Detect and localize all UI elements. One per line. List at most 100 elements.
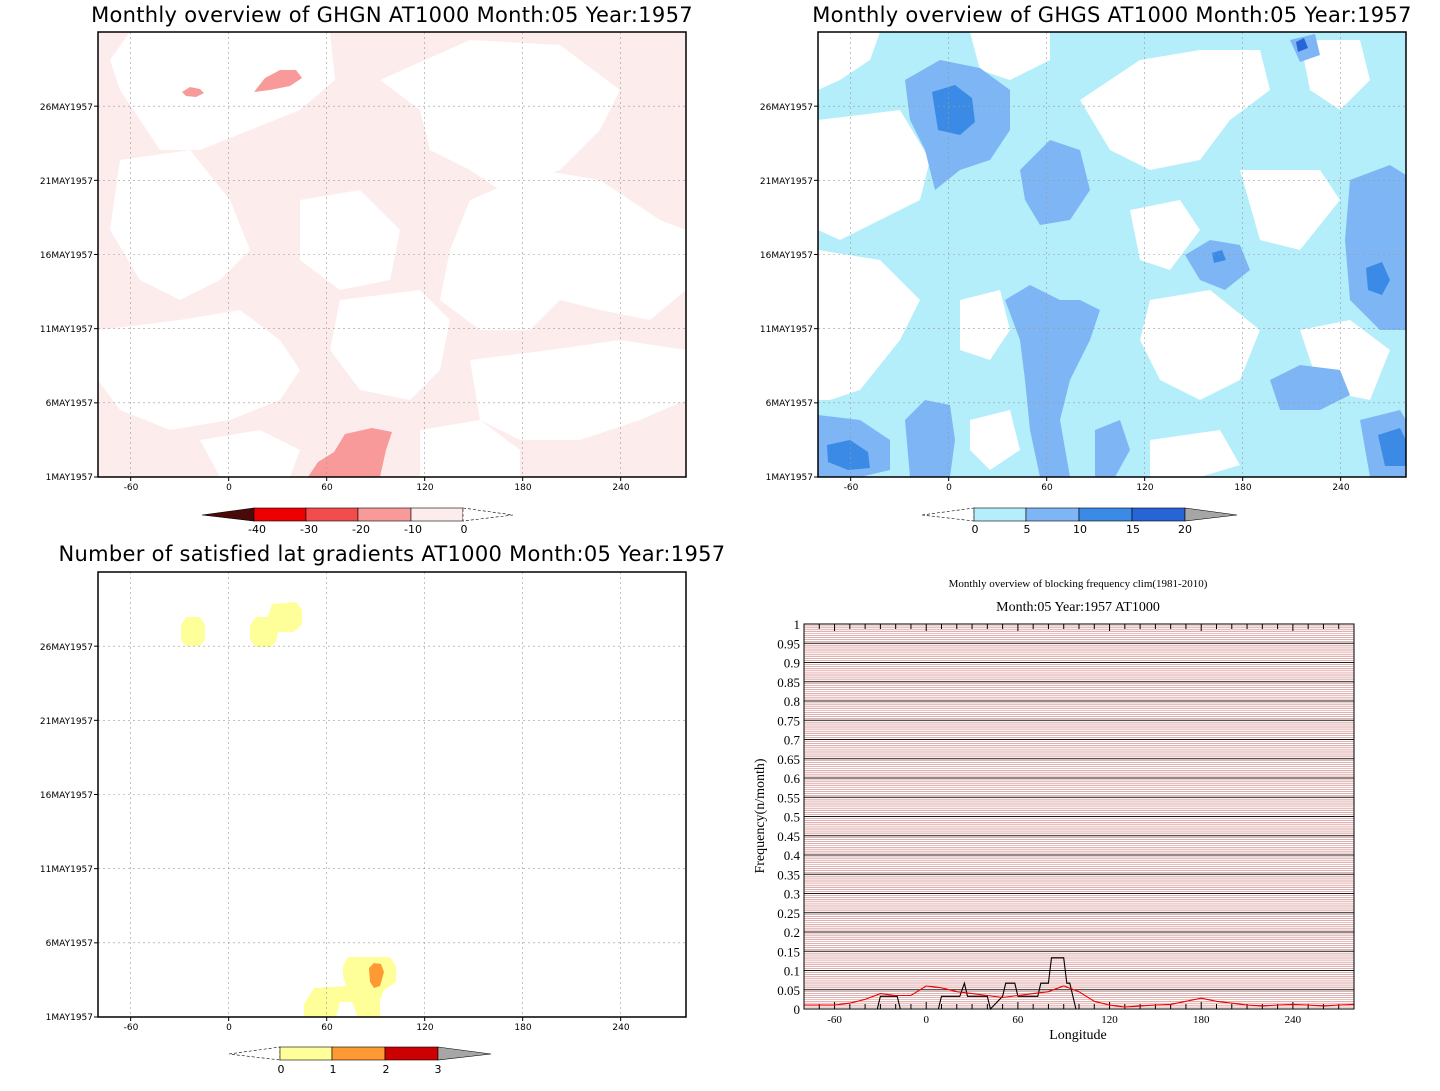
frequency-ytick: 0.55 <box>777 790 800 805</box>
ghgs-colorbar-label: 0 <box>972 523 979 536</box>
ghgs-ytick: 21MAY1957 <box>760 177 813 187</box>
frequency-xtick: 120 <box>1101 1014 1118 1026</box>
ghgs-white-patch <box>818 110 930 240</box>
frequency-xtick: 240 <box>1285 1014 1302 1026</box>
ghgn-xtick: 60 <box>321 483 333 493</box>
gradients-panel: Number of satisfied lat gradients AT1000… <box>40 542 725 1076</box>
ghgs-title: Monthly overview of GHGS AT1000 Month:05… <box>812 3 1411 27</box>
gradients-colorbar-label: 2 <box>383 1063 390 1076</box>
ghgs-white-patch <box>1130 200 1200 270</box>
frequency-ytick: 0.7 <box>784 733 801 748</box>
ghgn-xtick: 180 <box>514 483 531 493</box>
frequency-ytick: 0.65 <box>777 752 800 767</box>
ghgn-panel: Monthly overview of GHGN AT1000 Month:05… <box>40 3 693 536</box>
ghgs-white-patch <box>1150 430 1240 477</box>
frequency-xtick: 0 <box>923 1014 929 1026</box>
ghgn-ytick: 21MAY1957 <box>40 177 93 187</box>
frequency-ytick: 0 <box>794 1002 801 1017</box>
ghgs-region-5-10 <box>1005 285 1100 477</box>
ghgs-region-10-15 <box>1212 250 1226 263</box>
ghgn-xtick: -60 <box>124 483 139 493</box>
ghgn-white-patch <box>470 340 686 440</box>
ghgs-region-5-10 <box>1095 420 1130 477</box>
ghgn-colorbar-high-arrow <box>462 507 514 522</box>
frequency-ytick: 0.5 <box>784 810 800 825</box>
ghgn-xtick: 0 <box>226 483 232 493</box>
frequency-ytick: 0.85 <box>777 675 800 690</box>
gradients-plot-frame <box>97 571 687 1018</box>
frequency-ytick: 0.1 <box>784 964 800 979</box>
ghgs-white-patch <box>970 410 1020 470</box>
ghgs-xtick: 240 <box>1332 483 1349 493</box>
gradients-colorbar: 0 1 2 3 <box>228 1046 492 1076</box>
frequency-ytick: 0.75 <box>777 713 800 728</box>
gradients-colorbar-label: 1 <box>330 1063 337 1076</box>
ghgs-colorbar-label: 5 <box>1024 523 1031 536</box>
ghgs-colorbar-low-arrow <box>921 507 975 522</box>
gradients-axis-ticks: -60 0 60 120 180 240 1MAY1957 6MAY1957 1… <box>40 643 630 1033</box>
frequency-ytick: 0.15 <box>777 944 800 959</box>
ghgn-title: Monthly overview of GHGN AT1000 Month:05… <box>91 3 693 27</box>
ghgn-colorbar-bin <box>305 507 359 522</box>
gradients-region-1-2 <box>369 963 384 988</box>
gradients-field <box>98 572 686 1017</box>
ghgn-colorbar-bin <box>253 507 307 522</box>
ghgn-ytick: 6MAY1957 <box>46 399 93 409</box>
gradients-xtick: 180 <box>514 1023 531 1033</box>
gradients-xtick: 240 <box>612 1023 629 1033</box>
frequency-ytick: 0.8 <box>784 694 800 709</box>
ghgs-ytick: 6MAY1957 <box>766 399 813 409</box>
ghgs-colorbar-bin <box>1078 507 1133 522</box>
ghgn-grid <box>94 32 686 481</box>
gradients-ytick: 11MAY1957 <box>40 865 93 875</box>
ghgs-white-patch <box>970 32 1050 80</box>
ghgn-ytick: 1MAY1957 <box>46 473 93 483</box>
ghgs-region-10-15 <box>1378 428 1406 466</box>
ghgs-plot-frame <box>817 31 1407 478</box>
ghgs-colorbar-label: 10 <box>1073 523 1087 536</box>
gradients-xtick: 0 <box>226 1023 232 1033</box>
frequency-lines <box>804 957 1355 1011</box>
gradients-colorbar-label: 0 <box>278 1063 285 1076</box>
gradients-colorbar-low-arrow <box>228 1046 281 1061</box>
frequency-ytick: 0.9 <box>784 656 800 671</box>
frequency-ytick: 0.2 <box>784 925 800 940</box>
ghgn-ytick: 11MAY1957 <box>40 325 93 335</box>
ghgs-white-patch <box>960 290 1010 360</box>
gradients-colorbar-label: 3 <box>435 1063 442 1076</box>
ghgn-white-patch <box>98 310 300 430</box>
ghgs-field <box>818 32 1406 477</box>
ghgn-colorbar-label: -30 <box>300 523 318 536</box>
gradients-ytick: 6MAY1957 <box>46 939 93 949</box>
gradients-xtick: -60 <box>124 1023 139 1033</box>
gradients-colorbar-high-arrow <box>437 1046 492 1061</box>
gradients-region-0-1 <box>181 617 205 646</box>
frequency-ytick: 0.35 <box>777 867 800 882</box>
ghgn-region-minus10-to-minus20 <box>182 87 204 97</box>
ghgn-white-patch <box>330 290 450 400</box>
ghgn-ytick: 26MAY1957 <box>40 103 93 113</box>
frequency-series-climatology <box>804 985 1355 1008</box>
frequency-ytick: 0.45 <box>777 829 800 844</box>
ghgs-region-10-15 <box>932 85 975 135</box>
ghgs-ytick: 16MAY1957 <box>760 251 813 261</box>
ghgs-region-15-20 <box>1296 38 1308 52</box>
ghgn-colorbar-label: 0 <box>461 523 468 536</box>
ghgn-colorbar: -40 -30 -20 -10 0 <box>201 507 514 536</box>
ghgs-region-5-10 <box>1345 165 1406 330</box>
frequency-xtick: 180 <box>1193 1014 1210 1026</box>
frequency-x-ticks: -60 0 60 120 180 240 <box>827 1014 1301 1026</box>
ghgs-white-patch <box>1300 40 1370 110</box>
ghgn-xtick: 240 <box>612 483 629 493</box>
ghgs-axis-ticks: -60 0 60 120 180 240 1MAY1957 6MAY1957 1… <box>760 103 1350 493</box>
ghgs-colorbar-high-arrow <box>1184 507 1238 522</box>
ghgn-colorbar-label: -20 <box>352 523 370 536</box>
frequency-xtick: 60 <box>1012 1014 1024 1026</box>
ghgs-region-10-15 <box>827 440 870 470</box>
frequency-ytick: 0.3 <box>784 887 800 902</box>
gradients-xtick: 60 <box>321 1023 333 1033</box>
frequency-ytick: 0.6 <box>784 771 801 786</box>
ghgs-white-patch <box>818 250 920 400</box>
ghgs-panel: Monthly overview of GHGS AT1000 Month:05… <box>760 3 1412 536</box>
